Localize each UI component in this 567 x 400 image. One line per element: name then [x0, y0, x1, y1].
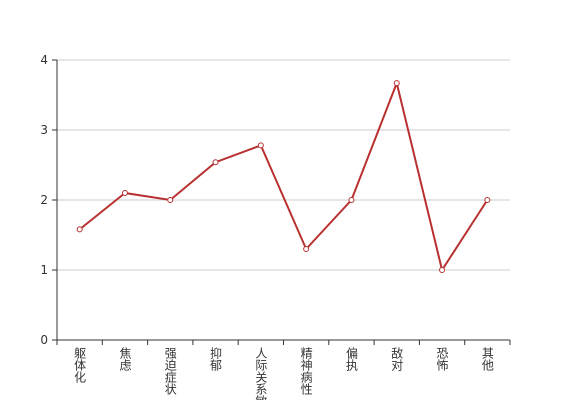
marker — [212, 159, 219, 166]
x-tick-label: 偏执 — [344, 346, 358, 372]
x-tick-label: 抑郁 — [209, 346, 223, 372]
marker — [484, 197, 491, 203]
line — [79, 79, 489, 273]
y-tick-label: 3 — [40, 123, 48, 137]
marker — [348, 197, 355, 203]
marker — [439, 267, 446, 273]
marker — [121, 190, 128, 196]
y-tick-label: 2 — [40, 193, 48, 207]
x-tick-label: 躯体化 — [73, 346, 87, 384]
marker — [303, 246, 310, 252]
x-tick-label: 其他 — [480, 347, 494, 371]
x-tick-label: 恐怖 — [435, 347, 449, 371]
marker — [167, 197, 174, 203]
marker — [393, 80, 400, 87]
x-tick-label: 焦虑 — [118, 347, 132, 371]
x-tick-label: 精神病性 — [299, 347, 313, 396]
x-tick-label: 人际关系敏感 — [254, 347, 268, 400]
marker — [76, 226, 83, 233]
x-tick-label: 强迫症状 — [163, 347, 177, 395]
marker — [257, 142, 264, 149]
y-tick-label: 0 — [40, 333, 48, 347]
x-tick-label: 敌对 — [390, 346, 404, 371]
y-tick-label: 1 — [40, 263, 48, 277]
y-tick-label: 4 — [40, 53, 48, 67]
